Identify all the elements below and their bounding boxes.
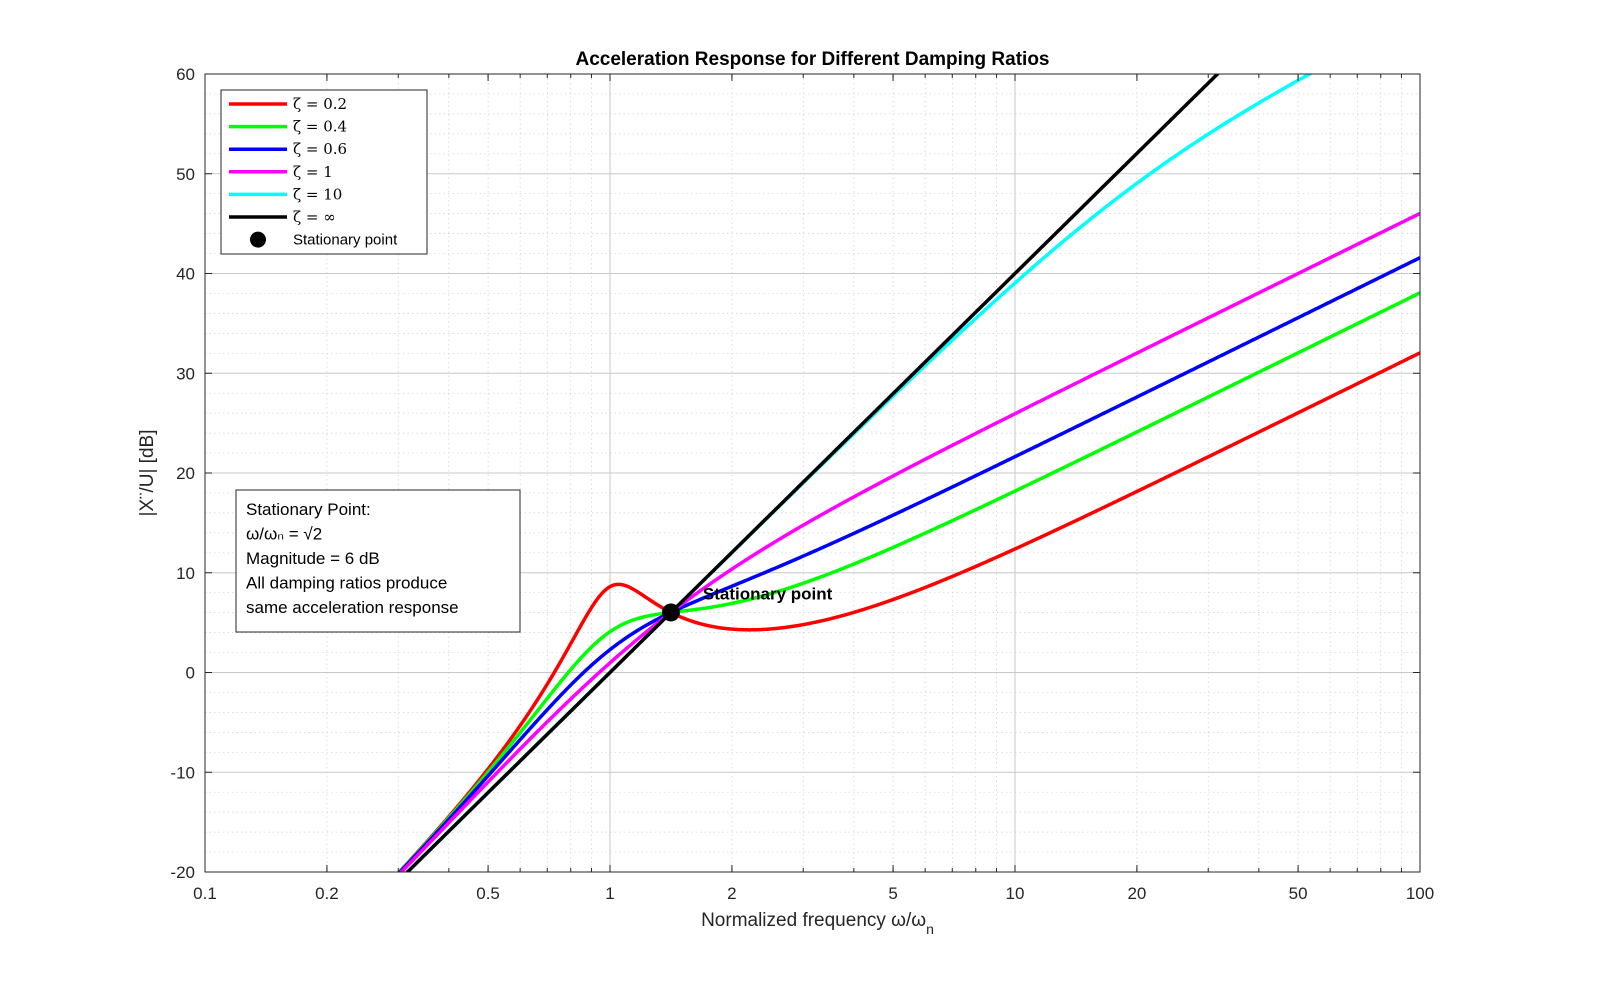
legend-entry: Stationary point xyxy=(293,232,398,249)
legend-entry: ζ = ∞ xyxy=(293,208,336,226)
legend-entry: ζ = 1 xyxy=(293,163,333,181)
series-line xyxy=(396,351,1420,872)
series-group xyxy=(396,74,1420,872)
x-tick-label: 2 xyxy=(727,884,736,903)
x-tick-label: 0.5 xyxy=(476,884,500,903)
x-tick-label: 100 xyxy=(1406,884,1434,903)
y-axis-label: |X¨/U| [dB] xyxy=(137,430,158,517)
tick-layer: 0.1 0.2 0.5 1 2 5 10 20 50 100 -20 -10 0 10 20 30 40 50 60 xyxy=(170,65,1434,903)
x-tick-label: 0.1 xyxy=(193,884,217,903)
y-tick-label: 20 xyxy=(176,464,195,483)
x-tick-label: 0.2 xyxy=(315,884,339,903)
x-tick-label: 5 xyxy=(888,884,897,903)
y-tick-label: 10 xyxy=(176,564,195,583)
legend-entry: ζ = 10 xyxy=(293,185,342,203)
legend-marker xyxy=(250,231,266,248)
legend-entry: ζ = 0.6 xyxy=(293,140,347,158)
y-tick-label: 0 xyxy=(186,664,195,683)
info-box-line: Stationary Point: xyxy=(246,500,371,519)
y-tick-label: -10 xyxy=(170,763,195,782)
stationary-point-label: Stationary point xyxy=(703,584,833,603)
info-box-line: ω/ωₙ = √2 xyxy=(246,525,322,544)
chart-title: Acceleration Response for Different Damp… xyxy=(575,49,1049,70)
info-box-line: Magnitude = 6 dB xyxy=(246,549,380,568)
series-line xyxy=(397,291,1420,872)
info-box: Stationary Point: ω/ωₙ = √2 Magnitude = 6 … xyxy=(235,489,521,633)
legend-entry: ζ = 0.2 xyxy=(293,95,347,113)
y-tick-label: 50 xyxy=(176,165,195,184)
y-tick-label: -20 xyxy=(170,863,195,882)
legend: ζ = 0.2 ζ = 0.4 ζ = 0.6 ζ = 1 ζ = 10 ζ = ∞ Sta… xyxy=(220,89,428,255)
y-tick-label: 40 xyxy=(176,265,195,284)
x-tick-label: 1 xyxy=(605,884,614,903)
x-axis-label-main: Normalized frequency ω/ω xyxy=(701,910,926,931)
stationary-point-layer: Stationary point xyxy=(661,584,833,622)
series-line xyxy=(398,211,1420,872)
info-box-frame xyxy=(235,489,521,633)
series-line xyxy=(397,256,1420,872)
x-tick-label: 50 xyxy=(1289,884,1308,903)
info-box-line: All damping ratios produce xyxy=(246,574,447,593)
series-layer xyxy=(396,74,1420,872)
series-line xyxy=(405,74,1220,872)
stationary-point-marker xyxy=(661,603,680,622)
y-tick-label: 60 xyxy=(176,65,195,84)
x-axis-label: Normalized frequency ω/ωn xyxy=(701,910,934,937)
y-tick-label: 30 xyxy=(176,364,195,383)
x-tick-label: 10 xyxy=(1006,884,1025,903)
x-axis-label-subscript: n xyxy=(926,921,934,937)
legend-entry: ζ = 0.4 xyxy=(293,118,347,136)
info-box-line: same acceleration response xyxy=(246,598,459,617)
x-tick-label: 20 xyxy=(1127,884,1146,903)
